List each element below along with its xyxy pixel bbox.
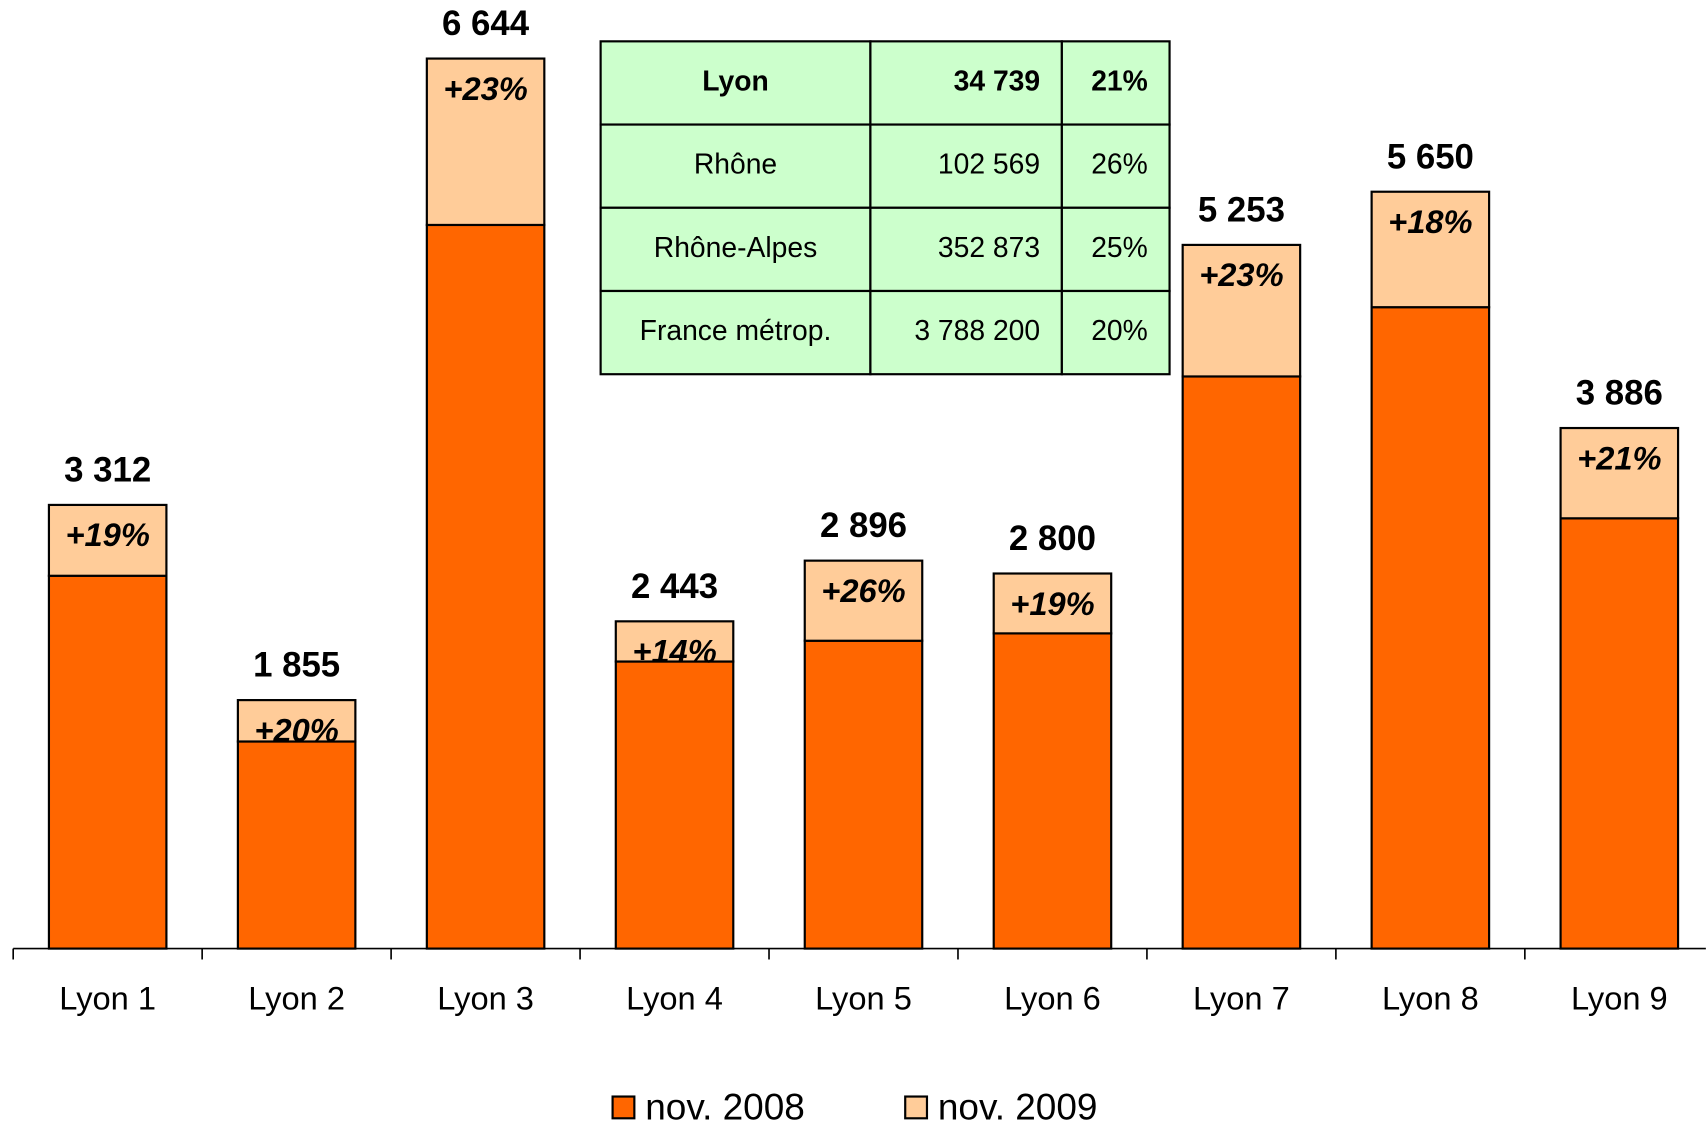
change-label: +18%: [1388, 203, 1472, 240]
x-tick-label: Lyon 6: [1004, 979, 1101, 1016]
table-cell: [599, 289, 872, 376]
change-label: +19%: [1010, 585, 1094, 622]
x-tick-label: Lyon 4: [626, 979, 723, 1016]
bar-segment: [614, 620, 735, 663]
x-tick-label: Lyon 7: [1193, 979, 1290, 1016]
change-label: +21%: [1577, 439, 1661, 476]
change-label: +20%: [254, 711, 338, 748]
bar-segment: [992, 572, 1113, 635]
x-tick-label: Lyon 8: [1382, 979, 1479, 1016]
table-cell: [599, 40, 872, 126]
x-tick-label: Lyon 1: [59, 979, 156, 1016]
bar-segment: [614, 660, 735, 950]
table-text: 20%: [1091, 314, 1148, 346]
table-cell: [1060, 206, 1171, 293]
legend-label: nov. 2008: [645, 1086, 805, 1127]
table-cell: [869, 123, 1063, 209]
total-label: 2 800: [1009, 519, 1096, 558]
bar-segment: [1370, 306, 1491, 950]
bar-segment: [803, 639, 924, 950]
x-tick-label: Lyon 3: [437, 979, 534, 1016]
total-label: 1 855: [253, 646, 340, 685]
change-label: +26%: [821, 572, 905, 609]
legend-swatch: [611, 1095, 636, 1120]
change-label: +23%: [443, 70, 527, 107]
total-label: 3 886: [1576, 374, 1663, 413]
table-cell: [1060, 123, 1171, 209]
table-cell: [599, 206, 872, 293]
x-tick-label: Lyon 9: [1571, 979, 1668, 1016]
table-text: 21%: [1091, 64, 1148, 96]
table-text: 25%: [1091, 231, 1148, 263]
table-text: Rhône-Alpes: [654, 231, 817, 263]
table-text: 352 873: [938, 231, 1040, 263]
table-text: Rhône: [694, 148, 777, 180]
bar-segment: [47, 503, 168, 577]
bar-segment: [1181, 375, 1302, 950]
total-label: 2 896: [820, 506, 907, 545]
legend-swatch: [904, 1095, 929, 1120]
total-label: 6 644: [442, 4, 530, 43]
change-label: +23%: [1199, 256, 1283, 293]
total-label: 2 443: [631, 567, 718, 606]
bar-segment: [425, 223, 546, 950]
legend-label: nov. 2009: [938, 1086, 1098, 1127]
bar-segment: [1181, 243, 1302, 378]
table-text: 34 739: [954, 64, 1040, 96]
x-tick-label: Lyon 5: [815, 979, 912, 1016]
bar-segment: [236, 740, 357, 950]
x-tick-label: Lyon 2: [248, 979, 345, 1016]
bar-segment: [1559, 517, 1680, 950]
bar-segment: [992, 632, 1113, 950]
total-label: 5 650: [1387, 137, 1474, 176]
total-label: 5 253: [1198, 190, 1285, 229]
table-cell: [869, 289, 1063, 376]
table-text: France métrop.: [640, 314, 832, 346]
bar-segment: [1559, 426, 1680, 520]
table-cell: [599, 123, 872, 209]
change-label: +19%: [65, 516, 149, 553]
table-text: Lyon: [702, 64, 768, 96]
table-text: 102 569: [938, 148, 1040, 180]
bar-segment: [1370, 190, 1491, 309]
table-cell: [1060, 289, 1171, 376]
table-cell: [1060, 40, 1171, 126]
bar-segment: [425, 57, 546, 227]
bar-segment: [47, 574, 168, 950]
total-label: 3 312: [64, 450, 151, 489]
bar-segment: [803, 559, 924, 642]
table-text: 26%: [1091, 148, 1148, 180]
bar-segment: [236, 699, 357, 743]
change-label: +14%: [632, 633, 716, 670]
table-text: 3 788 200: [914, 314, 1040, 346]
